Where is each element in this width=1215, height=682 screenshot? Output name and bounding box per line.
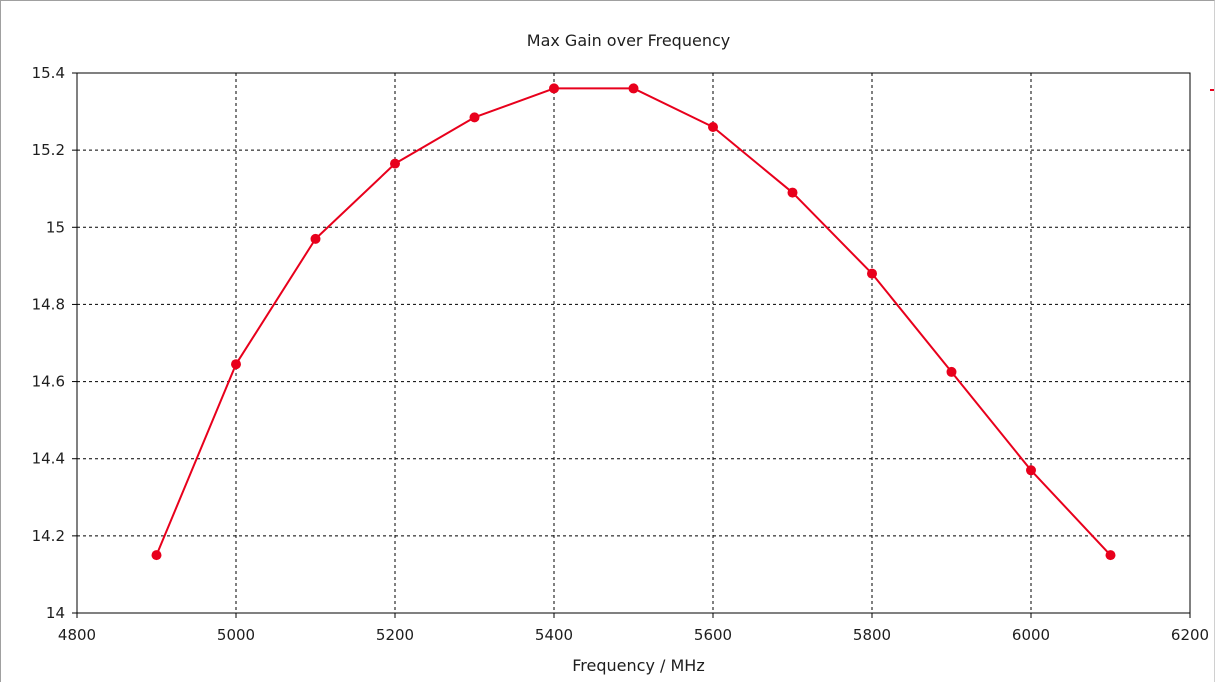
data-point [787,187,798,198]
chart-title: Max Gain over Frequency [527,31,730,50]
series-group [151,83,1116,561]
y-tick-label: 14.2 [32,527,65,545]
data-point [390,158,400,169]
data-point [946,366,957,377]
x-tick-label: 5200 [376,626,414,644]
x-tick-label: 5800 [853,626,891,644]
x-tick-label: 5400 [535,626,573,644]
y-tick-label: 14.6 [32,373,65,391]
y-axis: 14 14.2 14.4 14.6 14.8 15 15.2 15.4 [32,64,77,622]
y-tick-label: 15.2 [32,141,65,159]
data-point [469,112,480,123]
series-line [155,87,1112,556]
data-point [231,359,241,370]
grid [77,73,1190,613]
x-tick-label: 6200 [1171,626,1209,644]
y-tick-label: 14 [46,604,65,622]
x-axis: 4800 5000 5200 5400 5600 5800 6000 6200 [58,613,1209,644]
y-tick-label: 15 [46,218,65,236]
x-tick-label: 4800 [58,626,96,644]
data-point [628,83,639,94]
data-point [1105,550,1116,561]
data-point [549,83,559,94]
data-point [151,550,162,561]
data-point [1026,465,1036,476]
plot-area [76,72,1191,614]
data-point [708,122,718,132]
y-tick-label: 14.8 [32,295,65,313]
y-tick-label: 15.4 [32,64,65,82]
x-tick-label: 5600 [694,626,732,644]
data-point [310,233,321,244]
data-point [867,268,877,279]
y-tick-label: 14.4 [32,450,65,468]
x-tick-label: 5000 [217,626,255,644]
x-axis-label: Frequency / MHz [572,656,704,675]
x-tick-label: 6000 [1012,626,1050,644]
